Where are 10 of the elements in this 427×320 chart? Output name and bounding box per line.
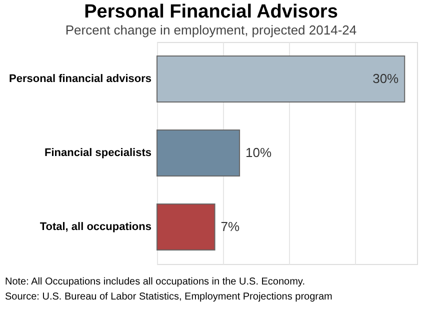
data-label: 30% (372, 71, 400, 86)
text: Note: All Occupations includes all occupations in the U.S. Economy. (5, 276, 305, 288)
data-label: 7% (220, 219, 240, 234)
y-tick-label: Total, all occupations (40, 221, 152, 233)
data-label: 10% (246, 145, 272, 160)
source-note: Source: U.S. Bureau of Labor Statistics, Employment Projections program (5, 292, 332, 302)
chart-subtitle: Percent change in employment, projected 2014-24 (65, 22, 357, 38)
y-tick-label: Financial specialists (44, 147, 152, 159)
chart-title: Personal Financial Advisors (84, 2, 338, 22)
y-tick-label: Personal financial advisors (9, 73, 152, 85)
